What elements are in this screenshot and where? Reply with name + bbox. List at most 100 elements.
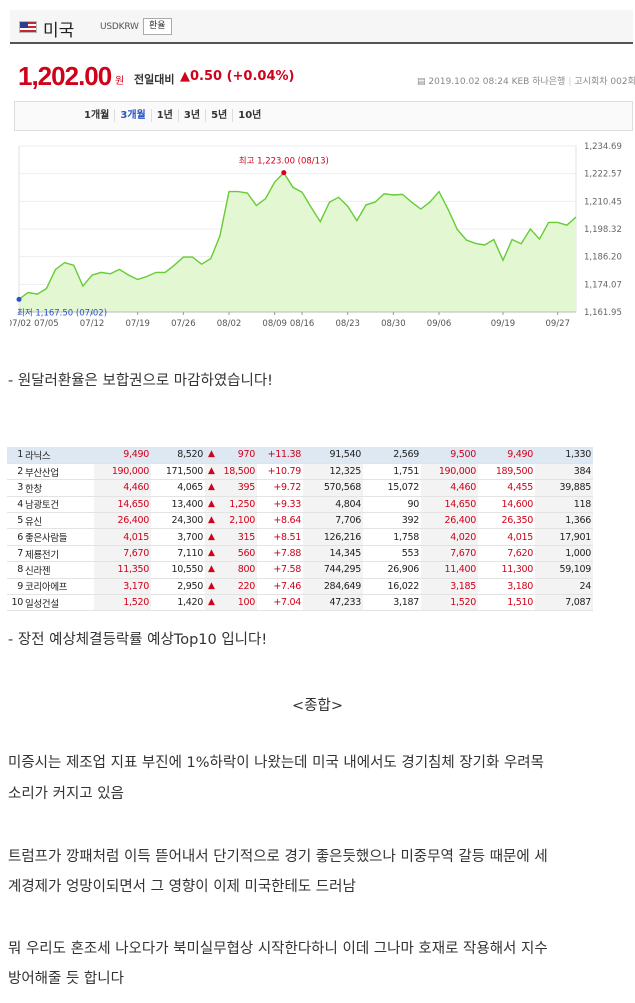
low-price-cell: 189,500 — [478, 463, 535, 481]
paragraph-fx-summary: - 원달러환율은 보합권으로 마감하였습니다! — [8, 373, 273, 389]
period-tab-1[interactable]: 3개월 — [114, 109, 150, 122]
change-cell: ▲ 18,500 — [205, 463, 257, 481]
period-tab-3[interactable]: 3년 — [177, 109, 205, 122]
change-value: 220 — [237, 580, 256, 592]
table-row: 9 코리아에프 3,170 2,950 ▲ 220 +7.46 284,649 16,022 3,… — [7, 578, 593, 596]
section-heading: <종합> — [292, 698, 343, 714]
volume2-cell: 90 — [363, 496, 421, 514]
volume2-cell: 26,906 — [363, 561, 421, 579]
change-rate-cell: +7.46 — [257, 578, 303, 596]
change-cell: ▲ 560 — [205, 545, 257, 563]
up-arrow-icon: ▲ — [208, 466, 215, 477]
country-name: 미국 — [43, 21, 75, 41]
volume2-cell: 1,751 — [363, 463, 421, 481]
y-tick-label: 1,174.07 — [584, 280, 622, 290]
stock-name-cell: 라닉스 — [24, 447, 94, 464]
open-price-cell: 26,400 — [94, 512, 151, 530]
max-label: 최고 1,223.00 (08/13) — [239, 156, 329, 167]
current-price-cell: 171,500 — [151, 463, 205, 481]
rate-unit: 원 — [115, 76, 125, 87]
calendar-icon: ▤ — [417, 77, 426, 87]
change-cell: ▲ 220 — [205, 578, 257, 596]
high-price-cell: 26,400 — [421, 512, 478, 530]
bank-name: KEB 하나은행 — [511, 77, 566, 87]
y-tick-label: 1,222.57 — [584, 170, 622, 180]
volume2-cell: 1,758 — [363, 528, 421, 546]
change-rate-cell: +11.38 — [257, 447, 303, 464]
series-area — [19, 172, 576, 312]
high-price-cell: 1,520 — [421, 594, 478, 612]
change-value: 560 — [237, 548, 256, 560]
low-price-cell: 4,015 — [478, 528, 535, 546]
volume-cell: 744,295 — [303, 561, 363, 579]
current-price-cell: 24,300 — [151, 512, 205, 530]
high-price-cell: 4,020 — [421, 528, 478, 546]
period-tab-5[interactable]: 10년 — [232, 109, 266, 122]
paragraph-3-line-2: 방어해줄 듯 합니다 — [8, 971, 124, 987]
up-arrow-icon: ▲ — [208, 531, 215, 542]
min-label: 최저 1,167.50 (07/02) — [17, 307, 107, 318]
volume-cell: 91,540 — [303, 447, 363, 464]
low-price-cell: 11,300 — [478, 561, 535, 579]
high-price-cell: 9,500 — [421, 447, 478, 464]
open-price-cell: 4,015 — [94, 528, 151, 546]
x-tick-label: 07/12 — [80, 319, 105, 329]
stock-name-cell: 신라젠 — [24, 561, 94, 579]
table-row: 4 남광토건 14,650 13,400 ▲ 1,250 +9.33 4,804 90 14,65… — [7, 496, 593, 514]
rank-cell: 3 — [7, 479, 24, 497]
volume-cell: 4,804 — [303, 496, 363, 514]
last-cell: 7,087 — [535, 594, 593, 612]
paragraph-1-line-1: 미증시는 제조업 지표 부진에 1%하락이 나왔는데 미국 내에서도 경기침체 … — [8, 755, 544, 771]
open-price-cell: 14,650 — [94, 496, 151, 514]
low-price-cell: 26,350 — [478, 512, 535, 530]
last-cell: 1,330 — [535, 447, 593, 464]
volume-cell: 7,706 — [303, 512, 363, 530]
open-price-cell: 1,520 — [94, 594, 151, 612]
current-price-cell: 7,110 — [151, 545, 205, 563]
rank-cell: 2 — [7, 463, 24, 481]
rank-cell: 9 — [7, 578, 24, 596]
change-cell: ▲ 2,100 — [205, 512, 257, 530]
paragraph-2-line-1: 트럼프가 깡패처럼 이득 뜯어내서 단기적으로 경기 좋은듯했으나 미중무역 갈… — [8, 849, 548, 865]
volume-cell: 14,345 — [303, 545, 363, 563]
period-tab-4[interactable]: 5년 — [205, 109, 232, 122]
change-cell: ▲ 100 — [205, 594, 257, 612]
x-tick-label: 08/16 — [290, 319, 315, 329]
table-row: 5 유신 26,400 24,300 ▲ 2,100 +8.64 7,706 392 26,400… — [7, 512, 593, 530]
change-value: 100 — [237, 597, 256, 609]
change-value: 1,250 — [229, 498, 255, 510]
exchange-rate-button[interactable]: 환율 — [143, 18, 172, 35]
x-tick-label: 07/19 — [125, 319, 150, 329]
change-value: 18,500 — [223, 466, 256, 478]
high-price-cell: 7,670 — [421, 545, 478, 563]
change-cell: ▲ 1,250 — [205, 496, 257, 514]
period-tabs: 1개월 3개월 1년 3년 5년 10년 — [14, 101, 633, 131]
change-value: 395 — [237, 482, 256, 494]
expected-top10-table: 1 라닉스 9,490 8,520 ▲ 970 +11.38 91,540 2,569 9,500… — [7, 447, 593, 612]
period-tab-2[interactable]: 1년 — [150, 109, 178, 122]
change-cell: ▲ 315 — [205, 528, 257, 546]
current-price-cell: 13,400 — [151, 496, 205, 514]
volume2-cell: 3,187 — [363, 594, 421, 612]
x-tick-label: 09/27 — [545, 319, 570, 329]
x-tick-label: 09/19 — [491, 319, 516, 329]
widget-header: 미국 USDKRW 환율 — [10, 10, 633, 44]
up-arrow-icon: ▲ — [208, 597, 215, 608]
current-rate: 1,202.00 — [18, 61, 112, 91]
last-cell: 1,000 — [535, 545, 593, 563]
x-tick-label: 08/09 — [262, 319, 287, 329]
rank-cell: 10 — [7, 594, 24, 612]
high-price-cell: 14,650 — [421, 496, 478, 514]
change-value: 315 — [237, 531, 256, 543]
table-row: 2 부산산업 190,000 171,500 ▲ 18,500 +10.79 12,325 1,… — [7, 463, 593, 481]
volume2-cell: 15,072 — [363, 479, 421, 497]
min-point — [16, 296, 22, 302]
rank-cell: 8 — [7, 561, 24, 579]
y-tick-label: 1,186.20 — [584, 253, 622, 263]
stock-name-cell: 일성건설 — [24, 594, 94, 612]
period-tab-0[interactable]: 1개월 — [84, 110, 110, 121]
rank-cell: 5 — [7, 512, 24, 530]
up-arrow-icon: ▲ — [208, 498, 215, 509]
x-tick-label: 09/06 — [427, 319, 452, 329]
change-rate-cell: +7.88 — [257, 545, 303, 563]
